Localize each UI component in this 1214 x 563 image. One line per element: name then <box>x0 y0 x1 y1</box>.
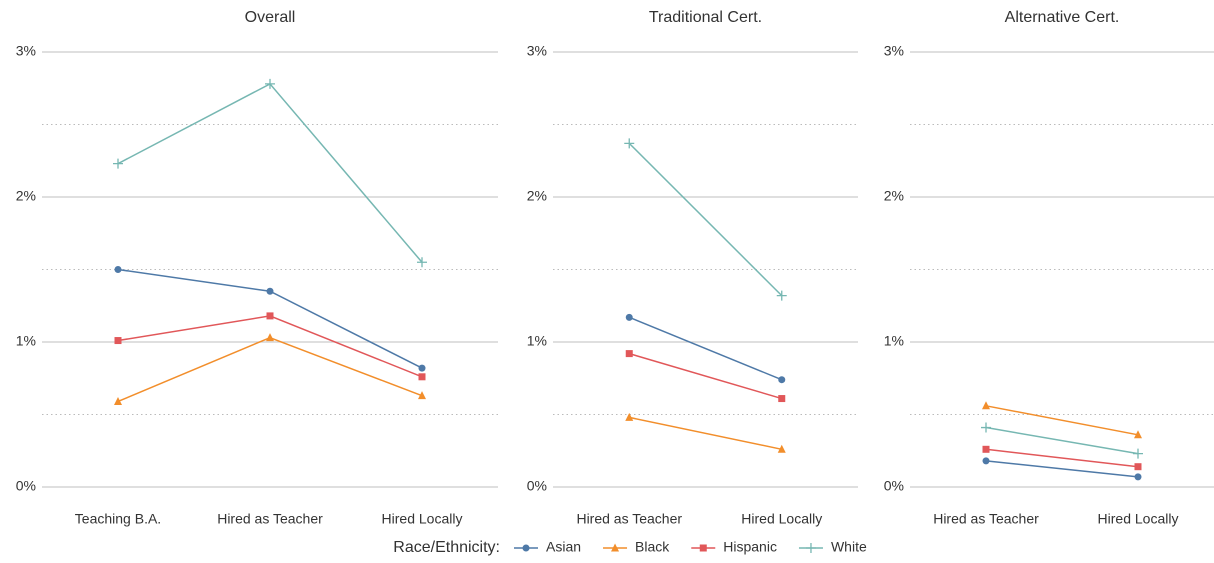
series-line <box>985 460 1139 478</box>
point <box>1133 448 1143 459</box>
y-tick-label: 3% <box>527 43 547 59</box>
series-line <box>985 405 1139 436</box>
point <box>418 391 426 400</box>
x-tick-label: Hired as Teacher <box>217 511 323 527</box>
y-tick-label: 2% <box>884 188 904 204</box>
point <box>777 444 786 453</box>
panel-title: Traditional Cert. <box>649 9 762 26</box>
point <box>1134 430 1142 439</box>
point <box>418 364 426 372</box>
series-line <box>985 426 1139 455</box>
point <box>611 543 620 552</box>
series-line <box>629 416 782 451</box>
x-tick-label: Teaching B.A. <box>75 511 161 527</box>
point <box>522 544 530 552</box>
point <box>114 396 122 405</box>
legend-title: Race/Ethnicity: <box>393 539 500 556</box>
point <box>625 313 633 321</box>
legend-label: Black <box>635 539 670 555</box>
point <box>266 312 274 320</box>
panel-title: Alternative Cert. <box>1005 9 1120 26</box>
y-tick-label: 0% <box>884 478 904 494</box>
series-line <box>629 352 782 400</box>
series-line <box>628 316 783 381</box>
point <box>625 412 634 421</box>
point <box>699 544 707 552</box>
point <box>266 287 274 295</box>
point <box>1134 473 1142 481</box>
point <box>417 257 427 268</box>
y-tick-label: 0% <box>16 478 36 494</box>
x-tick-label: Hired Locally <box>382 511 463 527</box>
point <box>1134 463 1142 471</box>
series-line <box>628 142 783 297</box>
x-tick-label: Hired Locally <box>1098 511 1179 527</box>
point <box>624 138 635 149</box>
point <box>265 78 275 89</box>
y-tick-label: 1% <box>884 333 904 349</box>
legend-label: White <box>831 539 867 555</box>
point <box>113 158 123 169</box>
panel-title: Overall <box>245 9 296 26</box>
legend-label: Asian <box>546 539 581 555</box>
y-tick-label: 2% <box>16 188 36 204</box>
point <box>982 401 990 410</box>
y-tick-label: 1% <box>527 333 547 349</box>
legend-label: Hispanic <box>723 539 777 555</box>
point <box>266 333 274 342</box>
series-line <box>117 336 423 403</box>
x-tick-label: Hired Locally <box>741 511 822 527</box>
series-line <box>117 82 423 263</box>
point <box>114 337 122 345</box>
point <box>418 373 426 381</box>
y-tick-label: 3% <box>884 43 904 59</box>
point <box>778 376 786 384</box>
series-line <box>117 315 423 378</box>
x-tick-label: Hired as Teacher <box>933 511 1039 527</box>
point <box>805 543 816 553</box>
point <box>776 290 787 301</box>
y-tick-label: 2% <box>527 188 547 204</box>
point <box>981 422 991 433</box>
point <box>625 350 633 358</box>
point <box>982 445 990 453</box>
y-tick-label: 3% <box>16 43 36 59</box>
series-line <box>985 448 1139 468</box>
point <box>778 395 786 403</box>
y-tick-label: 0% <box>527 478 547 494</box>
point <box>114 266 122 273</box>
y-tick-label: 1% <box>16 333 36 349</box>
point <box>982 457 990 465</box>
x-tick-label: Hired as Teacher <box>576 511 682 527</box>
